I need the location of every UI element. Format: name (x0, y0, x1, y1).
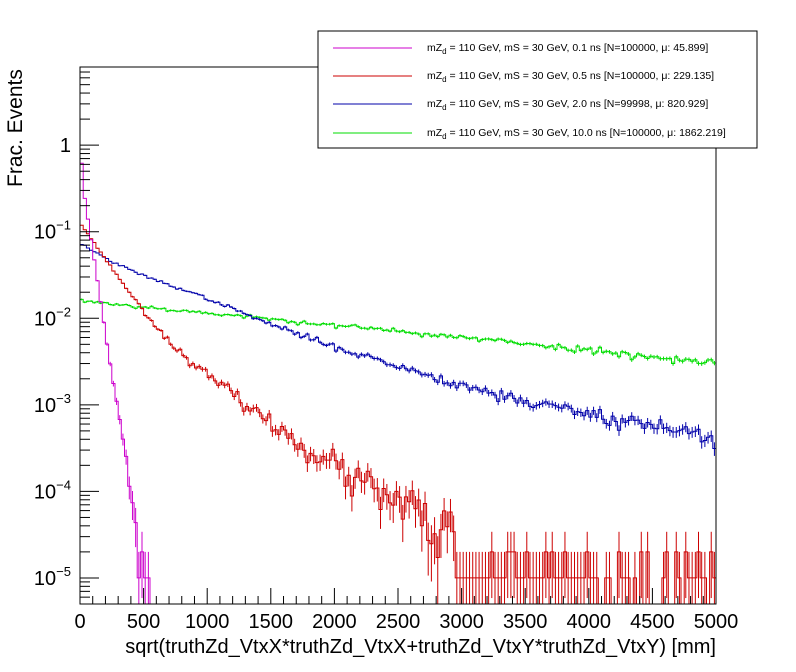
histogram-line (80, 244, 716, 604)
y-tick-label: 1 (60, 135, 71, 157)
x-tick-label: 3000 (439, 611, 484, 633)
histogram-line (80, 224, 716, 604)
y-tick-label: 10−3 (34, 391, 71, 417)
y-axis: 10−5 10−4 10−3 10−2 10−1 1 (34, 71, 99, 598)
x-tick-label: 5000 (694, 611, 739, 633)
histogram-line (80, 298, 716, 604)
x-tick-label: 3500 (503, 611, 548, 633)
y-tick-label: 10−2 (34, 304, 71, 330)
histogram-line (80, 162, 151, 604)
legend: mZd = 110 GeV, mS = 30 GeV, 0.1 ns [N=10… (317, 30, 758, 149)
y-tick-label: 10−5 (34, 564, 71, 590)
x-tick-label: 4000 (567, 611, 612, 633)
y-axis-label: Frac. Events (4, 69, 27, 187)
legend-label: mZd = 110 GeV, mS = 30 GeV, 2.0 ns [N=99… (427, 98, 708, 112)
series-layer (80, 162, 716, 604)
x-tick-label: 0 (74, 611, 85, 633)
y-tick-label: 10−4 (34, 477, 71, 503)
x-tick-label: 2500 (376, 611, 421, 633)
y-tick-label: 10−1 (34, 218, 71, 244)
legend-label: mZd = 110 GeV, mS = 30 GeV, 0.5 ns [N=10… (427, 70, 714, 84)
legend-label: mZd = 110 GeV, mS = 30 GeV, 0.1 ns [N=10… (427, 42, 708, 56)
x-axis-label: sqrt(truthZd_VtxX*truthZd_VtxX+truthZd_V… (125, 636, 716, 658)
x-tick-label: 4500 (630, 611, 675, 633)
x-tick-label: 500 (127, 611, 160, 633)
legend-label: mZd = 110 GeV, mS = 30 GeV, 10.0 ns [N=1… (427, 127, 726, 141)
legend-box (317, 30, 758, 149)
series-histogram (80, 224, 716, 604)
x-axis: 0 500 1000 1500 2000 2500 3000 3500 4000 4500 5000 (74, 588, 738, 633)
x-tick-label: 1500 (249, 611, 294, 633)
x-tick-label: 2000 (312, 611, 357, 633)
x-tick-label: 1000 (185, 611, 230, 633)
series-histogram (80, 244, 716, 604)
series-histogram (80, 162, 151, 604)
